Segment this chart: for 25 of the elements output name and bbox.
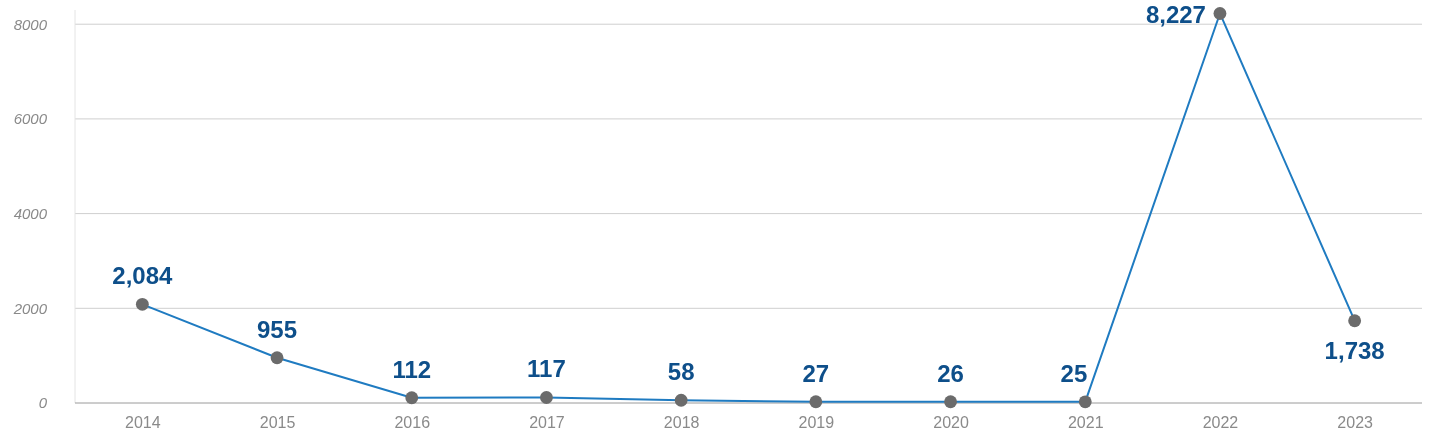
x-tick-label: 2023 [1337,414,1374,432]
data-label: 58 [667,358,695,386]
data-label: 25 [1060,359,1088,387]
x-tick-label: 2015 [259,414,296,432]
data-label: 2,084 [112,262,174,290]
x-tick-label: 2019 [798,414,835,432]
x-tick-label: 2017 [529,414,565,432]
y-tick-label: 4000 [13,204,48,222]
x-tick-label: 2016 [394,414,431,432]
x-tick-label: 2018 [663,414,700,432]
data-label: 955 [257,315,298,343]
x-tick-label: 2022 [1202,414,1239,432]
data-label: 26 [937,359,964,387]
y-tick-label: 6000 [13,110,48,128]
data-label: 27 [802,359,830,387]
y-tick-label: 8000 [13,15,48,33]
data-label: 112 [392,355,432,383]
y-tick-label: 0 [38,394,48,412]
x-tick-label: 2021 [1067,414,1104,432]
data-label: 8,227 [1145,1,1206,29]
x-tick-label: 2020 [933,414,969,432]
y-tick-label: 2000 [12,299,48,317]
data-label: 117 [527,355,566,383]
data-label: 1,738 [1324,336,1385,364]
x-tick-label: 2014 [125,414,161,432]
